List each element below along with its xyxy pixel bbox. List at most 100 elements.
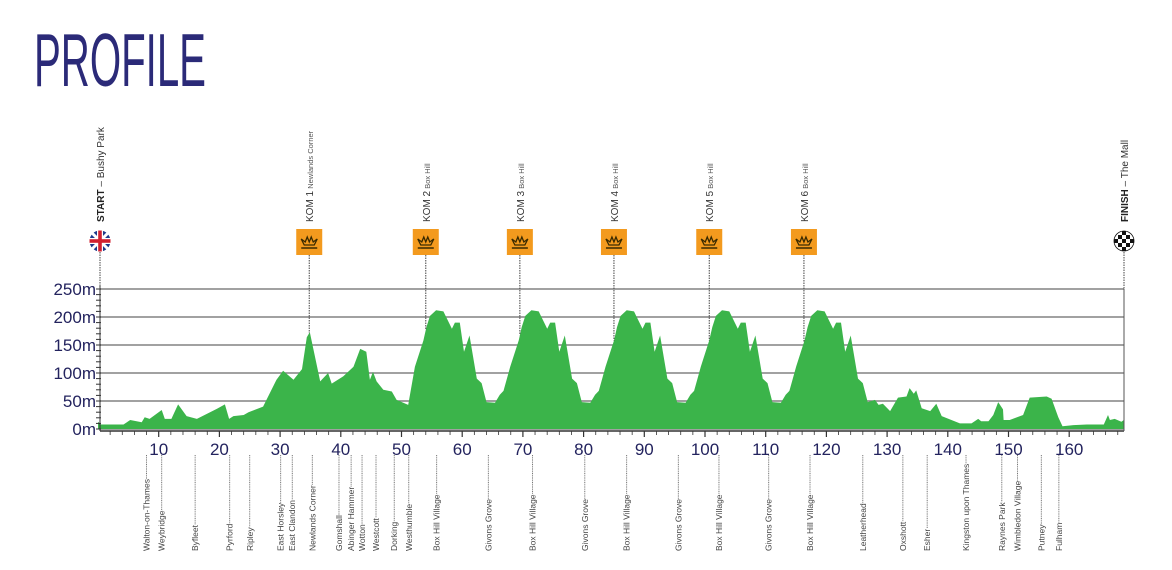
x-tick-label: 70 [513, 440, 532, 459]
crown-icon [795, 235, 813, 249]
marker-label-name: Bushy Park [96, 126, 107, 178]
union-flag-icon [89, 230, 111, 252]
x-tick-label: 80 [574, 440, 593, 459]
place-label: Givons Grove [764, 455, 774, 551]
place-name: Westhumble [404, 504, 414, 551]
marker-kom: KOM 4 Box Hill [600, 163, 627, 341]
marker-label-bold: KOM 1 [305, 190, 316, 222]
marker-label-name: Newlands Corner [306, 130, 315, 188]
place-name: Givons Grove [580, 499, 590, 551]
place-label: Box Hill Village [622, 455, 632, 551]
marker-finish: FINISH – The Mall [1113, 140, 1135, 289]
place-label: Wimbledon Village [1013, 455, 1023, 551]
x-tick-label: 50 [392, 440, 411, 459]
marker-kom: KOM 1 Newlands Corner [296, 130, 323, 334]
marker-kom: KOM 2 Box Hill [412, 163, 439, 330]
place-name: Oxshott [898, 521, 908, 551]
crown-icon [511, 235, 529, 249]
crown-shape [795, 235, 813, 246]
place-label: Pyrford [225, 455, 235, 551]
flag-check [1118, 235, 1122, 239]
flag-check [1126, 235, 1130, 239]
marker-kom: KOM 6 Box Hill [790, 163, 817, 343]
flag-check [1122, 239, 1126, 243]
y-tick-label: 250m [53, 280, 96, 299]
x-tick-label: 150 [994, 440, 1022, 459]
place-name: Fulham [1054, 523, 1064, 551]
place-name: Gomshall [334, 515, 344, 551]
place-label: Putney [1036, 455, 1046, 551]
marker-start: START – Bushy Park [89, 126, 111, 289]
place-label: Leatherhead [858, 455, 868, 551]
x-tick-label: 110 [752, 440, 779, 459]
place-name: Dorking [389, 521, 399, 551]
y-tick-label: 150m [53, 336, 96, 355]
flag-check [1122, 231, 1126, 235]
place-name: Box Hill Village [528, 494, 538, 551]
crown-shape [417, 235, 435, 246]
marker-label: KOM 3 Box Hill [516, 163, 527, 222]
marker-label-bold: KOM 3 [516, 190, 527, 222]
place-name: Box Hill Village [622, 494, 632, 551]
marker-kom: KOM 3 Box Hill [506, 163, 533, 336]
place-label: Fulham [1054, 455, 1064, 551]
place-label: East Clandon [287, 455, 297, 551]
x-tick-label: 130 [873, 440, 901, 459]
marker-label-name: Box Hill [706, 163, 715, 189]
x-tick-label: 10 [149, 440, 168, 459]
place-label: Wotton [357, 455, 367, 551]
axes: 0m 50m 100m 150m 200m 250m 10 20 30 40 50 60 70 80 90 1… [53, 280, 1125, 459]
page-title: PROFILE [34, 18, 206, 102]
place-name: Givons Grove [673, 499, 683, 551]
marker-label: KOM 2 Box Hill [422, 163, 433, 222]
marker-label: START – Bushy Park [96, 126, 107, 222]
place-label: Oxshott [898, 455, 908, 551]
place-name: Wotton [357, 524, 367, 551]
place-name: Wimbledon Village [1013, 480, 1023, 551]
place-name: Newlands Corner [307, 485, 317, 551]
crown-icon [700, 235, 718, 249]
place-label: Givons Grove [580, 455, 590, 551]
place-label: Westhumble [404, 455, 414, 551]
place-label: Dorking [389, 455, 399, 551]
marker-label: KOM 6 Box Hill [800, 163, 811, 222]
x-tick-label: 120 [812, 440, 840, 459]
place-name: Putney [1036, 524, 1046, 551]
x-tick-label: 160 [1055, 440, 1083, 459]
place-label: Weybridge [157, 455, 167, 551]
marker-label-name: Box Hill [423, 163, 432, 189]
place-label: Box Hill Village [528, 455, 538, 551]
marker-label-name: Box Hill [801, 163, 810, 189]
x-tick-label: 40 [331, 440, 350, 459]
flag-check [1126, 243, 1130, 247]
y-tick-label: 200m [53, 308, 96, 327]
place-name: Walton-on-Thames [142, 479, 152, 551]
crown-shape [605, 235, 623, 246]
marker-label: FINISH – The Mall [1120, 140, 1131, 222]
crown-shape [700, 235, 718, 246]
place-name: Raynes Park [997, 502, 1007, 551]
marker-label-name: The Mall [1120, 140, 1131, 178]
flag-check [1118, 243, 1122, 247]
checkered-flag-icon [1113, 230, 1135, 252]
place-name: Byfleet [190, 524, 200, 551]
x-tick-label: 100 [691, 440, 719, 459]
place-label: Byfleet [190, 455, 200, 551]
marker-label: KOM 1 Newlands Corner [305, 130, 316, 222]
place-label: Raynes Park [997, 455, 1007, 551]
x-tick-label: 90 [635, 440, 654, 459]
marker-label-sep: – [96, 178, 107, 189]
marker-label-bold: FINISH [1120, 189, 1131, 222]
place-name: Pyrford [225, 523, 235, 551]
flag-check [1122, 247, 1126, 251]
x-tick-label: 20 [210, 440, 229, 459]
marker-label-bold: START [96, 189, 107, 222]
place-name: Givons Grove [483, 499, 493, 551]
flag-cross-red [98, 230, 102, 252]
place-label: Box Hill Village [805, 455, 815, 551]
elevation-area [98, 310, 1124, 429]
marker-label: KOM 4 Box Hill [610, 163, 621, 222]
place-name: Box Hill Village [714, 494, 724, 551]
